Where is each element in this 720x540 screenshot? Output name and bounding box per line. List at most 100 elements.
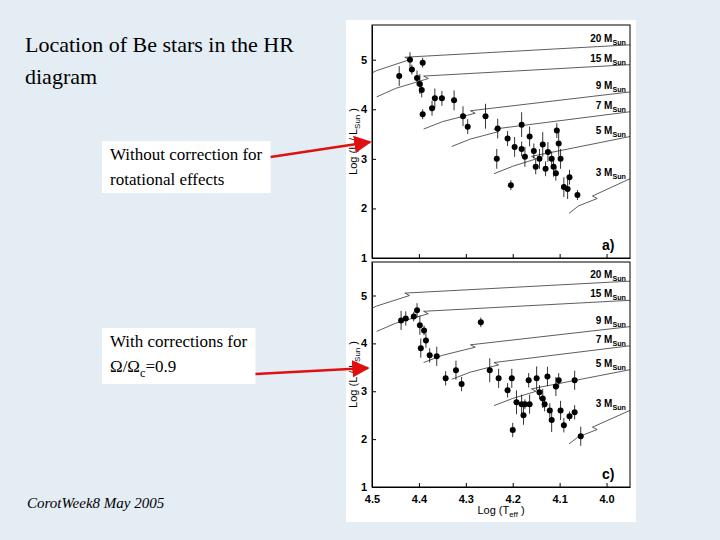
y-tick: 5 (361, 290, 376, 302)
callout-arrow (271, 142, 370, 157)
x-tick-mark (607, 483, 608, 487)
star-point (510, 427, 516, 433)
text-run: 5 M (596, 358, 613, 369)
subscript: Sun (612, 403, 626, 412)
star-point (566, 413, 572, 419)
star-point (513, 399, 519, 405)
panel: 4.54.44.34.24.14.01234520 MSun15 MSun9 M… (347, 262, 631, 519)
x-tick-mark (419, 483, 420, 487)
star-point (508, 182, 514, 188)
star-point (434, 353, 440, 359)
x-tick-label: 4.2 (506, 493, 521, 505)
evolutionary-track (377, 300, 630, 331)
x-tick-mark (560, 483, 561, 487)
star-point (519, 146, 525, 152)
text-run: Log (L / L (347, 129, 359, 175)
star-point (460, 113, 466, 119)
x-tick (560, 254, 561, 258)
y-tick-mark (372, 109, 376, 110)
star-point (496, 375, 502, 381)
subscript: Sun (612, 85, 626, 94)
figure-background (346, 20, 636, 522)
x-tick: 4.1 (552, 483, 567, 505)
star-point (551, 164, 557, 170)
callout-box (102, 141, 271, 193)
y-tick-mark (372, 343, 376, 344)
x-tick (419, 254, 420, 258)
text-run: 15 M (590, 288, 612, 299)
y-tick: 2 (361, 433, 376, 445)
subscript: Sun (612, 130, 626, 139)
star-point (427, 352, 433, 358)
star-point (403, 315, 409, 321)
star-point (547, 407, 553, 413)
y-tick-mark (372, 208, 376, 209)
x-tick: 4.2 (506, 483, 521, 505)
callout-box (102, 328, 255, 384)
star-point (558, 407, 564, 413)
star-point (439, 95, 445, 101)
star-point (418, 345, 424, 351)
track-label: 3 MSun (596, 398, 626, 412)
star-point (561, 422, 567, 428)
subscript: Sun (612, 339, 626, 348)
y-axis-title: Log (L / LSun ) (347, 341, 362, 408)
star-point (544, 373, 550, 379)
y-tick: 3 (361, 153, 376, 165)
star-point (543, 166, 549, 172)
star-point (409, 67, 415, 73)
star-point (574, 192, 580, 198)
star-point (420, 60, 426, 66)
x-tick-label: 4.0 (599, 493, 614, 505)
x-tick-label: 4.4 (412, 493, 428, 505)
subscript: Sun (612, 172, 626, 181)
star-point (396, 73, 402, 79)
star-point (527, 401, 533, 407)
star-point (549, 417, 555, 423)
x-tick-label: 4.1 (552, 493, 567, 505)
star-point (509, 375, 515, 381)
star-point (495, 126, 501, 132)
star-point (565, 186, 571, 192)
star-point (512, 144, 518, 150)
x-tick-label: 4.3 (459, 493, 474, 505)
callout-text: Ω/Ωc=0.9 (110, 357, 176, 380)
y-tick-label: 3 (361, 153, 367, 165)
star-point (483, 113, 489, 119)
star-point (534, 375, 540, 381)
x-tick-mark (419, 254, 420, 258)
x-axis: 4.54.44.34.24.14.0 (365, 483, 631, 505)
star-point (549, 156, 555, 162)
x-tick (466, 254, 467, 258)
star-point (554, 128, 560, 134)
y-tick-label: 5 (361, 290, 367, 302)
evolutionary-track (569, 410, 630, 444)
track-label: 15 MSun (590, 53, 626, 67)
track-label: 20 MSun (590, 269, 626, 283)
text-run: 7 M (596, 100, 613, 111)
y-tick-label: 2 (361, 433, 367, 445)
evolutionary-track (452, 112, 630, 147)
track-label: 5 MSun (596, 125, 626, 139)
star-point (545, 149, 551, 155)
track-label: 5 MSun (596, 358, 626, 372)
star-point (540, 141, 546, 147)
x-tick-mark (466, 483, 467, 487)
y-tick-label: 2 (361, 202, 367, 214)
y-tick-label: 1 (361, 481, 367, 493)
panel: 1234520 MSun15 MSun9 MSun7 MSun5 MSun3 M… (347, 25, 631, 264)
callout: Without correction forrotational effects (102, 141, 271, 193)
background (0, 0, 720, 540)
y-tick-mark (372, 159, 376, 160)
y-axis: 12345 (361, 263, 376, 494)
callout: With corrections for Ω/Ωc=0.9 (102, 328, 255, 384)
y-tick-label: 3 (361, 385, 367, 397)
text-run: With corrections for (110, 332, 247, 351)
track-label: 20 MSun (590, 33, 626, 47)
plot-marks (372, 281, 630, 446)
star-point (556, 140, 562, 146)
panel-label: c) (602, 466, 614, 482)
y-axis-title: Log (L / LSun ) (347, 108, 362, 175)
y-tick-mark (372, 296, 376, 297)
y-tick-mark (372, 391, 376, 392)
